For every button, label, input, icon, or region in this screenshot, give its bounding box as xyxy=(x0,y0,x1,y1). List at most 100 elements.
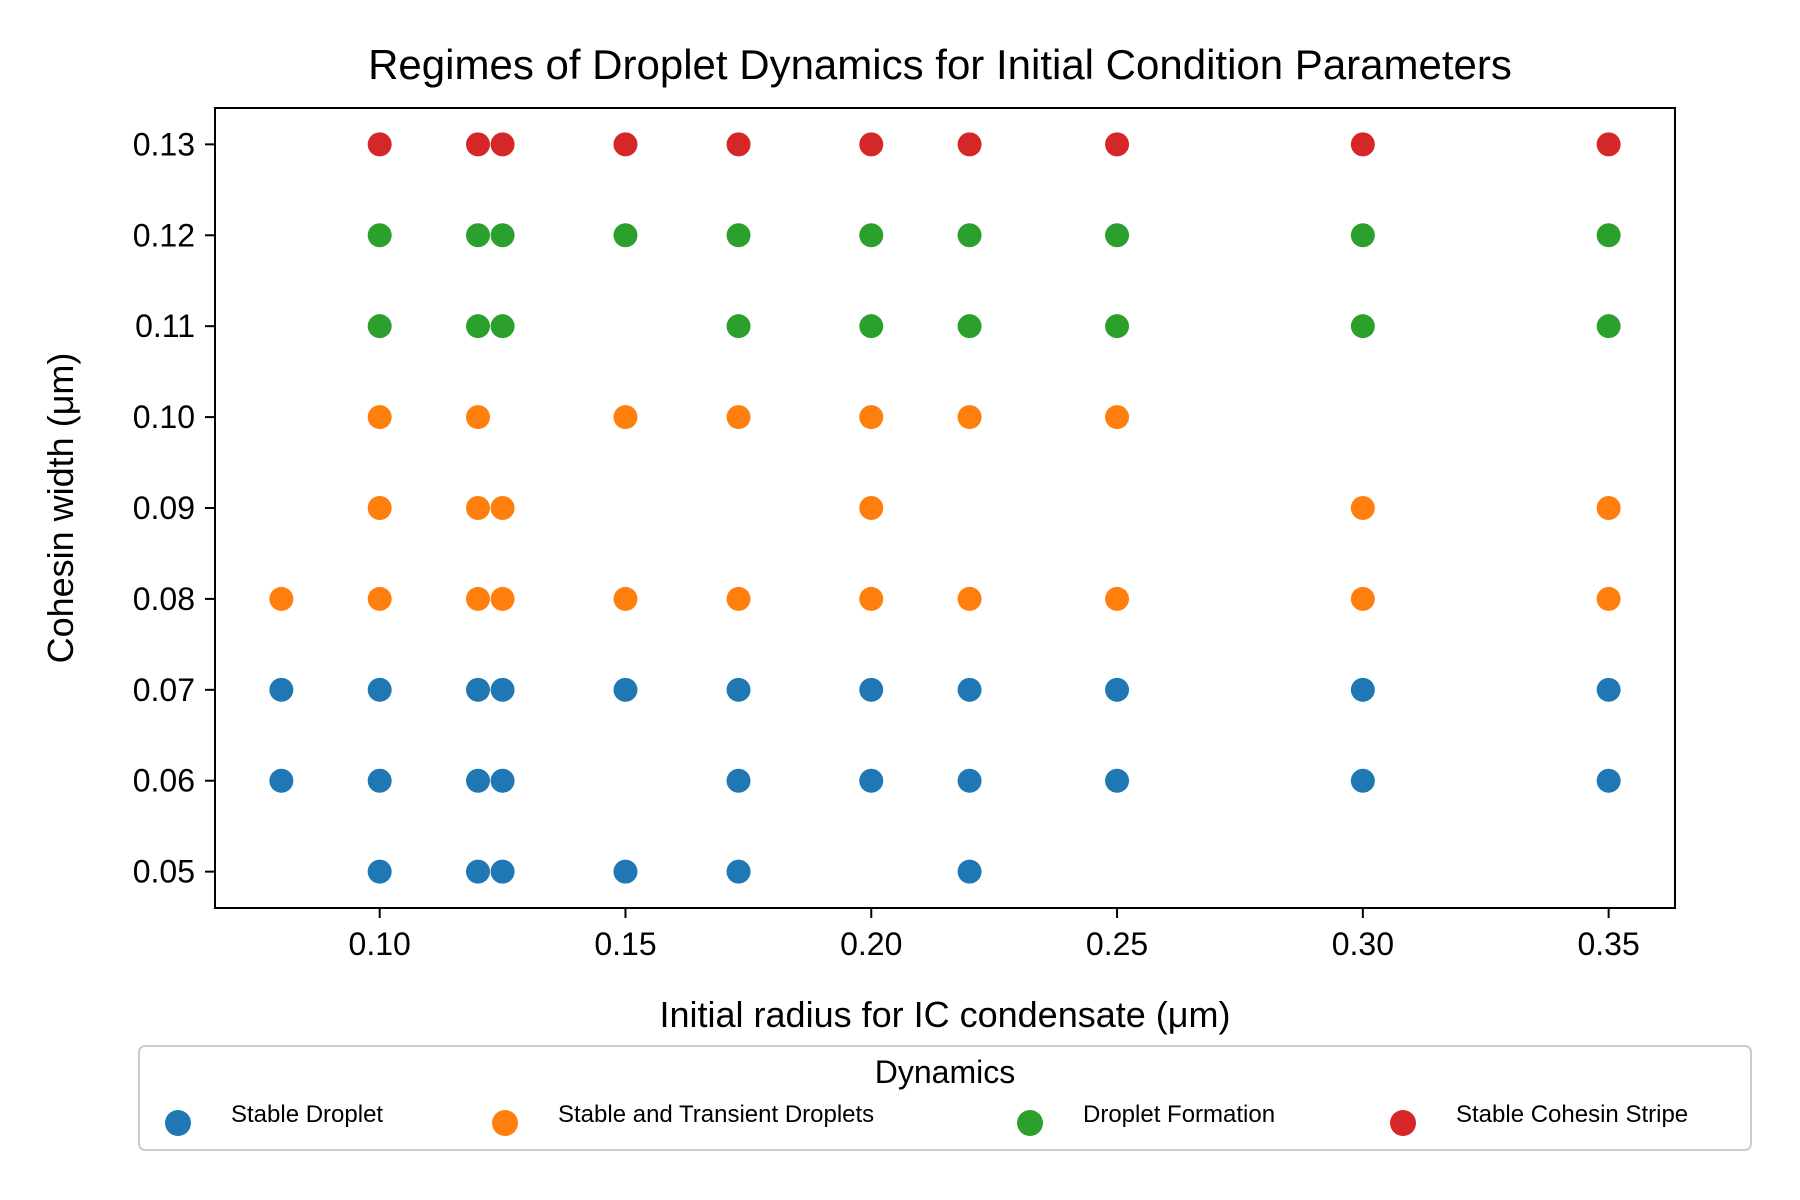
data-point xyxy=(1105,586,1130,611)
data-point xyxy=(269,586,294,611)
data-point xyxy=(957,314,982,339)
data-point xyxy=(957,405,982,430)
data-point xyxy=(726,405,751,430)
data-point xyxy=(1105,405,1130,430)
data-point xyxy=(1350,768,1375,793)
legend-label: Stable Cohesin Stripe xyxy=(1456,1101,1688,1128)
data-point xyxy=(367,859,392,884)
data-point xyxy=(957,586,982,611)
data-point xyxy=(1350,132,1375,157)
legend-entries: Stable Droplet Stable and Transient Dropl… xyxy=(165,1101,1688,1136)
data-point xyxy=(1105,314,1130,339)
data-point xyxy=(367,677,392,702)
data-point xyxy=(957,132,982,157)
legend-box xyxy=(138,1045,1752,1151)
x-tick-label: 0.20 xyxy=(840,926,902,962)
data-point xyxy=(367,496,392,520)
data-point xyxy=(1596,768,1621,793)
y-tick-label: 0.11 xyxy=(135,308,195,344)
y-tick-label: 0.09 xyxy=(133,490,195,526)
data-point xyxy=(465,677,490,702)
data-point xyxy=(1105,223,1130,248)
y-axis: 0.05 0.06 0.07 0.08 0.09 0.10 0.11 0.12 0.13 xyxy=(133,126,215,890)
x-tick-label: 0.25 xyxy=(1086,926,1148,962)
legend-label: Stable Droplet xyxy=(231,1101,383,1128)
data-point xyxy=(490,859,515,884)
data-point xyxy=(367,223,392,248)
data-point xyxy=(1350,677,1375,702)
data-point xyxy=(859,496,884,520)
data-point xyxy=(859,223,884,248)
data-point xyxy=(490,586,515,611)
data-point xyxy=(269,768,294,793)
data-point xyxy=(613,677,638,702)
data-point xyxy=(726,677,751,702)
data-point xyxy=(726,859,751,884)
chart-title: Regimes of Droplet Dynamics for Initial … xyxy=(368,41,1512,88)
data-point xyxy=(490,223,515,248)
data-point xyxy=(726,768,751,793)
data-point xyxy=(957,859,982,884)
data-point xyxy=(613,405,638,430)
data-point xyxy=(367,768,392,793)
data-point xyxy=(269,677,294,702)
x-axis-label: Initial radius for IC condensate (μm) xyxy=(660,994,1231,1035)
data-points xyxy=(269,132,1621,884)
data-point xyxy=(465,314,490,339)
data-point xyxy=(957,768,982,793)
data-point xyxy=(859,677,884,702)
data-point xyxy=(726,314,751,339)
x-axis: 0.10 0.15 0.20 0.25 0.30 0.35 xyxy=(349,908,1640,962)
data-point xyxy=(367,405,392,430)
y-tick-label: 0.12 xyxy=(133,217,195,253)
data-point xyxy=(465,496,490,520)
data-point xyxy=(726,223,751,248)
data-point xyxy=(367,314,392,339)
data-point xyxy=(859,768,884,793)
data-point xyxy=(1105,132,1130,157)
legend-marker xyxy=(492,1110,518,1136)
x-tick-label: 0.30 xyxy=(1332,926,1394,962)
data-point xyxy=(1350,586,1375,611)
x-tick-label: 0.35 xyxy=(1577,926,1639,962)
data-point xyxy=(726,586,751,611)
data-point xyxy=(367,586,392,611)
data-point xyxy=(726,132,751,157)
legend-marker xyxy=(1390,1110,1416,1136)
data-point xyxy=(1596,586,1621,611)
data-point xyxy=(465,768,490,793)
legend: Dynamics Stable Droplet Stable and Transi… xyxy=(138,1045,1752,1151)
data-point xyxy=(1596,496,1621,520)
y-axis-label: Cohesin width (μm) xyxy=(40,353,81,664)
data-point xyxy=(1105,768,1130,793)
data-point xyxy=(465,132,490,157)
data-point xyxy=(1350,496,1375,520)
y-tick-label: 0.07 xyxy=(133,672,195,708)
data-point xyxy=(1596,677,1621,702)
data-point xyxy=(859,586,884,611)
data-point xyxy=(613,859,638,884)
data-point xyxy=(613,223,638,248)
legend-marker xyxy=(165,1110,191,1136)
data-point xyxy=(1596,223,1621,248)
data-point xyxy=(490,677,515,702)
data-point xyxy=(465,586,490,611)
x-tick-label: 0.10 xyxy=(349,926,411,962)
data-point xyxy=(1596,132,1621,157)
legend-label: Droplet Formation xyxy=(1083,1101,1275,1128)
data-point xyxy=(1350,223,1375,248)
data-point xyxy=(465,405,490,430)
data-point xyxy=(859,314,884,339)
data-point xyxy=(859,132,884,157)
data-point xyxy=(859,405,884,430)
y-tick-label: 0.08 xyxy=(133,581,195,617)
data-point xyxy=(367,132,392,157)
legend-marker xyxy=(1017,1110,1043,1136)
data-point xyxy=(957,677,982,702)
y-tick-label: 0.10 xyxy=(133,399,195,435)
data-point xyxy=(490,768,515,793)
data-point xyxy=(1105,677,1130,702)
legend-title: Dynamics xyxy=(875,1054,1015,1090)
